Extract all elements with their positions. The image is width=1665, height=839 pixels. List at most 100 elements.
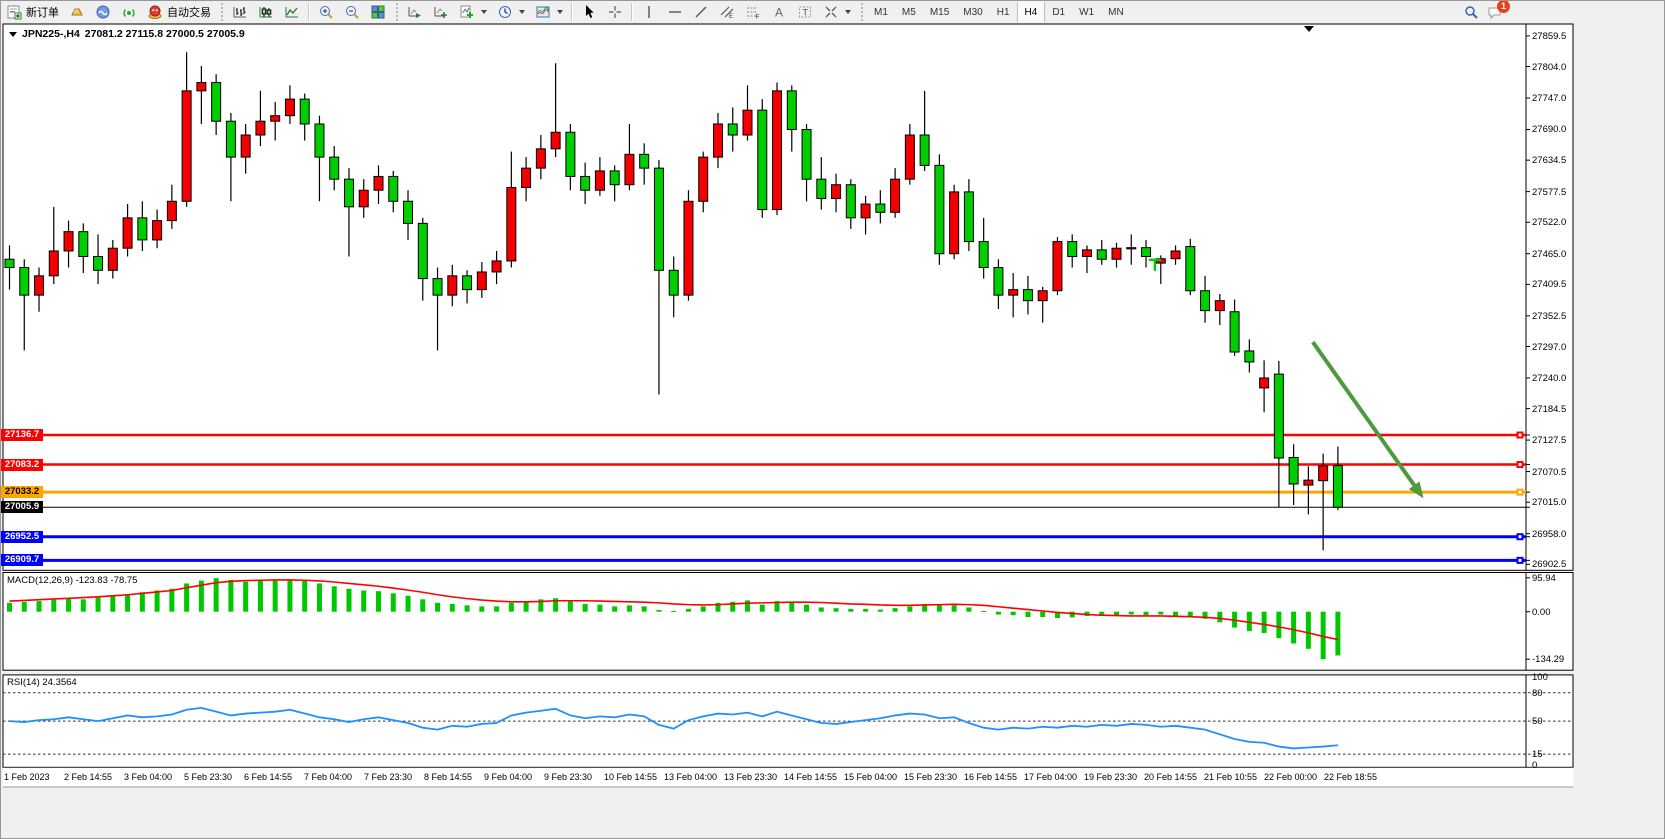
candle-body [137,217,148,241]
line-chart-button[interactable] [279,2,305,22]
macd-bar [1143,611,1149,616]
time-axis-label: 5 Feb 23:30 [184,772,233,782]
candle-body [270,115,281,122]
timeframe-m1[interactable]: M1 [874,6,888,18]
candle-body [1229,311,1240,353]
channel-tool-button[interactable]: E [714,2,740,22]
periods-icon [497,4,513,20]
indicators-button[interactable] [454,2,492,22]
vertical-line-icon [641,4,657,20]
autotrade-icon [147,4,163,20]
timeframe-m15[interactable]: M15 [929,6,950,18]
crosshair-tool-button[interactable] [602,2,628,22]
new-order-button[interactable]: 新订单 [1,2,64,22]
candle-body [712,123,723,158]
accounts-button[interactable] [90,2,116,22]
candle-body [1200,290,1211,312]
text-label-tool-button[interactable]: T [792,2,818,22]
candle-body [34,275,45,296]
candle-body [1288,456,1299,485]
signal-button[interactable] [116,2,142,22]
chart-shift-button[interactable] [428,2,454,22]
accounts-icon [95,4,111,20]
price-tick-label: 27465.0 [1532,248,1567,260]
candle-body [152,220,163,241]
zoom-out-button[interactable] [339,2,365,22]
candle-body [683,200,694,296]
chevron-down-icon [557,10,563,14]
time-axis-label: 7 Feb 23:30 [364,772,413,782]
toolbar-separator [631,3,633,21]
templates-button[interactable] [530,2,568,22]
trend-arrow[interactable] [1311,340,1419,491]
time-axis-label: 9 Feb 23:30 [544,772,593,782]
symbol-label: JPN225-,H4 [22,28,80,40]
timeframe-d1[interactable]: D1 [1052,6,1066,18]
timeframe-mn[interactable]: MN [1108,6,1124,18]
macd-bar [656,609,662,612]
candlestick-chart-button[interactable] [253,2,279,22]
timeframe-h1[interactable]: H1 [996,6,1010,18]
macd-bar [715,602,721,612]
candle-body [1096,249,1107,260]
candle-body [343,178,354,208]
price-badge-26909.7: 26909.7 [1,554,43,567]
horizontal-line-tool-button[interactable] [662,2,688,22]
timeframe-m30[interactable]: M30 [963,6,983,18]
shapes-tool-button[interactable] [818,2,856,22]
chart-shift-icon [433,4,449,20]
indicators-icon [459,4,475,20]
chat-icon[interactable]: 1 [1487,1,1510,20]
macd-bar [51,599,57,612]
macd-bar [538,599,544,612]
candle-body [1008,289,1019,296]
candle-body [255,120,266,136]
macd-bar [685,608,691,612]
candle-body [831,184,842,200]
macd-bar [612,606,618,612]
macd-bar [390,593,396,612]
trendline-tool-button[interactable] [688,2,714,22]
macd-bar [907,606,913,612]
price-tick-label: 26958.0 [1532,528,1567,540]
candle-body [801,128,812,180]
auto-scroll-button[interactable] [402,2,428,22]
tile-windows-button[interactable] [365,2,391,22]
periods-button[interactable] [492,2,530,22]
macd-bar [243,581,249,612]
fibonacci-tool-button[interactable]: F [740,2,766,22]
time-axis-label: 15 Feb 23:30 [904,772,958,782]
time-axis-label: 15 Feb 04:00 [844,772,898,782]
macd-bar [1054,611,1060,619]
candle-body [727,123,738,136]
svg-text:E: E [729,14,733,20]
macd-bar [848,608,854,612]
time-axis-label: 22 Feb 00:00 [1264,772,1318,782]
timeframe-h4[interactable]: H4 [1016,2,1046,22]
candle-body [19,267,30,296]
candle-body [580,175,591,191]
autotrade-button[interactable]: 自动交易 [142,2,216,22]
bar-chart-button[interactable] [227,2,253,22]
chart-canvas[interactable] [1,23,1665,839]
search-icon[interactable] [1463,4,1479,20]
macd-bar [95,597,101,612]
macd-signal-line [9,579,1339,641]
rsi-scale-label: 15 [1532,749,1543,761]
time-axis-label: 1 Feb 2023 [4,772,50,782]
zoom-out-icon [344,4,360,20]
notification-badge: 1 [1497,1,1510,13]
vertical-line-tool-button[interactable] [636,2,662,22]
gold-ingot-button[interactable] [64,2,90,22]
price-tick-label: 27859.5 [1532,30,1567,42]
candle-body [1170,250,1181,260]
macd-bar [272,579,278,612]
rsi-scale-label: 80 [1532,687,1543,699]
text-tool-button[interactable]: A [766,2,792,22]
macd-bar [1099,611,1105,616]
timeframe-m5[interactable]: M5 [901,6,916,18]
cursor-tool-button[interactable] [576,2,602,22]
toolbar-grip [859,3,864,21]
timeframe-w1[interactable]: W1 [1079,6,1095,18]
zoom-in-button[interactable] [313,2,339,22]
